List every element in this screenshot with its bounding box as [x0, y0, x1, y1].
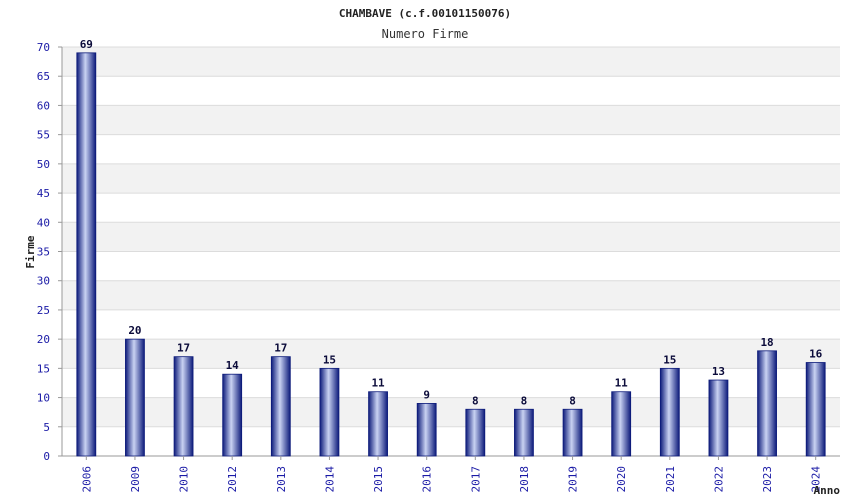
x-axis-label: Anno	[814, 484, 841, 497]
y-tick-label: 10	[37, 392, 50, 405]
bar	[659, 367, 680, 457]
bar-value-label: 16	[809, 348, 823, 361]
y-tick-label: 30	[37, 275, 50, 288]
bar-value-label: 14	[226, 359, 240, 372]
bar	[805, 362, 826, 457]
plot-band	[62, 163, 840, 194]
x-tick-label: 2024	[810, 466, 823, 493]
bar	[368, 391, 388, 457]
y-axis-label: Firme	[24, 235, 37, 268]
bar-value-label: 8	[472, 394, 479, 407]
y-tick-label: 45	[37, 187, 50, 200]
x-tick-label: 2020	[615, 466, 628, 493]
bar-value-label: 8	[569, 394, 576, 407]
x-tick-label: 2012	[226, 466, 239, 493]
bar-value-label: 9	[423, 388, 430, 401]
bar-value-label: 13	[712, 365, 725, 378]
plot-band	[62, 222, 840, 252]
bar-value-label: 18	[760, 336, 773, 349]
y-tick-label: 70	[37, 41, 50, 54]
plot-band	[62, 105, 840, 135]
bar-value-label: 11	[371, 377, 385, 390]
y-tick-label: 65	[37, 70, 50, 83]
bar-value-label: 15	[663, 353, 676, 366]
y-tick-label: 35	[37, 246, 50, 259]
x-tick-label: 2015	[372, 466, 385, 493]
bar	[757, 350, 777, 457]
x-tick-label: 2010	[178, 466, 191, 493]
y-tick-label: 20	[37, 333, 50, 346]
x-tick-label: 2018	[518, 466, 531, 493]
y-tick-label: 25	[37, 304, 50, 317]
bar-value-label: 17	[274, 342, 287, 355]
y-axis-ticks: 0 5 10 15 20 25 30 35 40 45 50 55 60 65 70	[37, 41, 62, 463]
x-tick-label: 2013	[275, 466, 288, 493]
bar	[416, 403, 437, 457]
bar	[270, 356, 291, 457]
bar-value-label: 20	[128, 324, 141, 337]
bar	[125, 338, 145, 457]
x-tick-label: 2014	[323, 466, 336, 493]
x-tick-label: 2006	[80, 466, 93, 493]
y-tick-label: 55	[37, 129, 50, 142]
y-tick-label: 60	[37, 99, 50, 112]
chart-title: CHAMBAVE (c.f.00101150076)	[339, 7, 511, 20]
plot-band	[62, 47, 840, 77]
plot-bands	[62, 47, 840, 427]
bar	[708, 379, 729, 457]
bar	[76, 52, 97, 457]
chart-subtitle: Numero Firme	[382, 27, 469, 41]
bar	[611, 391, 632, 457]
bars	[76, 52, 826, 457]
x-tick-label: 2009	[129, 466, 142, 493]
bar	[562, 408, 583, 457]
x-tick-label: 2021	[664, 466, 677, 493]
x-tick-label: 2017	[469, 466, 482, 493]
bar	[222, 373, 243, 457]
x-tick-label: 2019	[567, 466, 580, 493]
y-tick-label: 50	[37, 158, 50, 171]
bar-value-label: 15	[323, 353, 336, 366]
bar-value-label: 17	[177, 342, 190, 355]
bar-value-label: 11	[615, 377, 629, 390]
y-tick-label: 0	[43, 450, 50, 463]
y-tick-label: 40	[37, 216, 50, 229]
bar	[514, 408, 534, 457]
bar-value-label: 69	[80, 38, 93, 51]
bar	[319, 367, 340, 457]
bar-value-label: 8	[521, 394, 528, 407]
x-axis-ticks: 2006 2009 2010 2012 2013 2014 2015 2016 2017 2018…	[80, 456, 823, 493]
data-labels: 69 20 17 14 17 15 11 9 8 8 8 11 15 13 18 16	[80, 38, 823, 407]
plot-band	[62, 280, 840, 310]
bar	[465, 408, 486, 457]
bar	[173, 356, 194, 457]
x-tick-label: 2016	[421, 466, 434, 493]
y-tick-label: 5	[43, 421, 50, 434]
y-tick-label: 15	[37, 362, 50, 375]
x-tick-label: 2022	[712, 466, 725, 493]
x-tick-label: 2023	[761, 466, 774, 493]
